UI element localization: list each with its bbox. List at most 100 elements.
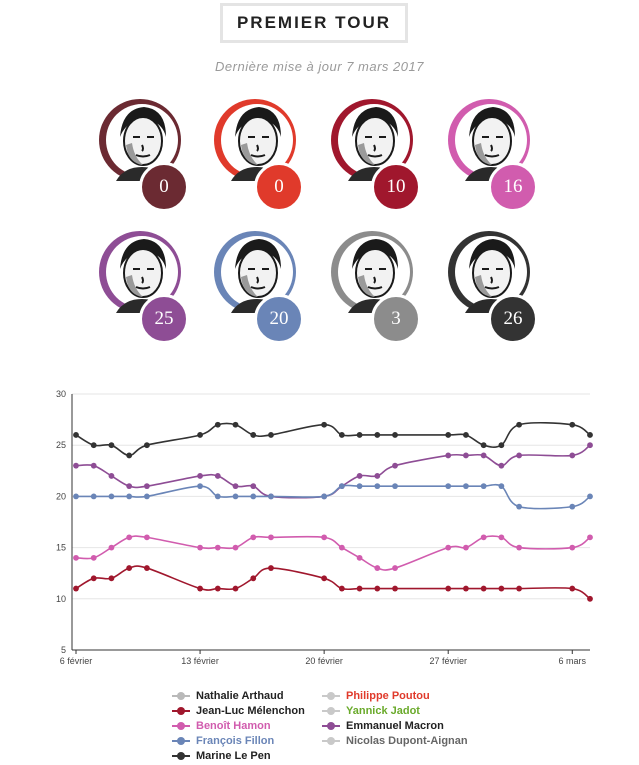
data-point <box>587 534 593 541</box>
data-point <box>214 421 221 428</box>
legend-item: Philippe Poutou <box>322 688 468 703</box>
legend-swatch <box>322 706 340 716</box>
candidate-card: 0 <box>213 95 313 215</box>
score-badge: 0 <box>254 162 304 212</box>
candidate-portrait-6 <box>214 231 296 313</box>
data-point <box>587 442 593 449</box>
data-point <box>392 432 398 438</box>
legend-item: Nathalie Arthaud <box>172 688 305 703</box>
data-point <box>356 432 363 438</box>
data-point <box>392 565 398 571</box>
data-point <box>250 483 257 490</box>
data-point <box>126 452 133 459</box>
y-tick-label: 5 <box>61 645 66 655</box>
data-point <box>463 585 469 592</box>
candidate-portrait-4 <box>448 99 530 181</box>
series-line <box>75 535 591 571</box>
legend-swatch <box>172 691 190 701</box>
data-point <box>392 585 398 592</box>
data-point <box>516 544 523 551</box>
data-point <box>90 493 97 500</box>
legend-label: Emmanuel Macron <box>346 719 444 732</box>
data-point <box>197 432 203 438</box>
y-tick-label: 25 <box>56 440 66 450</box>
data-point <box>463 483 469 490</box>
data-point <box>338 544 345 551</box>
data-point <box>498 534 505 541</box>
legend-swatch <box>172 751 190 761</box>
legend-label: Benoît Hamon <box>196 719 271 732</box>
data-point <box>569 421 576 428</box>
data-point <box>516 421 523 428</box>
data-point <box>463 452 469 459</box>
data-point <box>374 565 381 571</box>
score-badge: 26 <box>488 294 538 344</box>
data-point <box>321 575 328 582</box>
data-point <box>587 432 593 438</box>
data-point <box>392 483 398 490</box>
data-point <box>197 585 203 592</box>
data-point <box>268 534 274 541</box>
last-update-text: Dernière mise à jour 7 mars 2017 <box>215 59 424 74</box>
data-point <box>374 432 381 438</box>
y-tick-label: 20 <box>56 491 66 501</box>
data-point <box>498 585 505 592</box>
data-point <box>232 585 239 592</box>
data-point <box>498 462 505 469</box>
legend-item: Jean-Luc Mélenchon <box>172 703 305 718</box>
data-point <box>498 483 505 490</box>
legend-swatch <box>322 721 340 731</box>
candidate-portrait-7 <box>331 231 413 313</box>
legend-label: Nicolas Dupont-Aignan <box>346 734 468 747</box>
series-line <box>76 483 591 510</box>
y-tick-label: 30 <box>56 389 66 399</box>
legend-label: François Fillon <box>196 734 275 747</box>
data-point <box>232 544 239 551</box>
legend-label: Yannick Jadot <box>346 704 420 717</box>
data-point <box>480 585 487 592</box>
data-point <box>108 473 115 479</box>
data-point <box>374 585 381 592</box>
data-point <box>214 585 221 592</box>
score-badge: 10 <box>371 162 421 212</box>
data-point <box>73 554 79 561</box>
data-point <box>232 421 239 428</box>
data-point <box>445 432 452 438</box>
data-point <box>445 452 452 459</box>
data-point <box>463 432 469 438</box>
data-point <box>126 534 133 541</box>
candidate-card: 26 <box>447 227 547 347</box>
candidate-card: 20 <box>213 227 313 347</box>
x-tick-label: 20 février <box>305 656 343 666</box>
data-point <box>569 452 576 459</box>
data-point <box>569 503 576 510</box>
score-badge: 3 <box>371 294 421 344</box>
data-point <box>480 452 487 459</box>
data-point <box>498 442 505 449</box>
candidate-portrait-1 <box>99 99 181 181</box>
candidate-card: 3 <box>330 227 430 347</box>
data-point <box>445 585 452 592</box>
data-point <box>587 493 593 500</box>
data-point <box>108 575 115 582</box>
legend-swatch <box>172 706 190 716</box>
data-point <box>480 442 487 449</box>
data-point <box>268 565 274 571</box>
data-point <box>356 473 363 479</box>
x-tick-label: 6 mars <box>559 656 587 666</box>
legend-item: Emmanuel Macron <box>322 718 468 733</box>
data-point <box>268 432 274 438</box>
series-line <box>75 565 591 600</box>
x-tick-label: 6 février <box>60 656 93 666</box>
data-point <box>73 432 79 438</box>
title-box: PREMIER TOUR <box>220 3 408 43</box>
score-badge: 0 <box>139 162 189 212</box>
candidate-portrait-3 <box>331 99 413 181</box>
legend-item: Marine Le Pen <box>172 748 305 763</box>
data-point <box>250 534 257 541</box>
data-point <box>338 585 345 592</box>
legend-item: Benoît Hamon <box>172 718 305 733</box>
candidate-card: 10 <box>330 95 430 215</box>
data-point <box>197 483 203 490</box>
x-tick-label: 13 février <box>181 656 219 666</box>
